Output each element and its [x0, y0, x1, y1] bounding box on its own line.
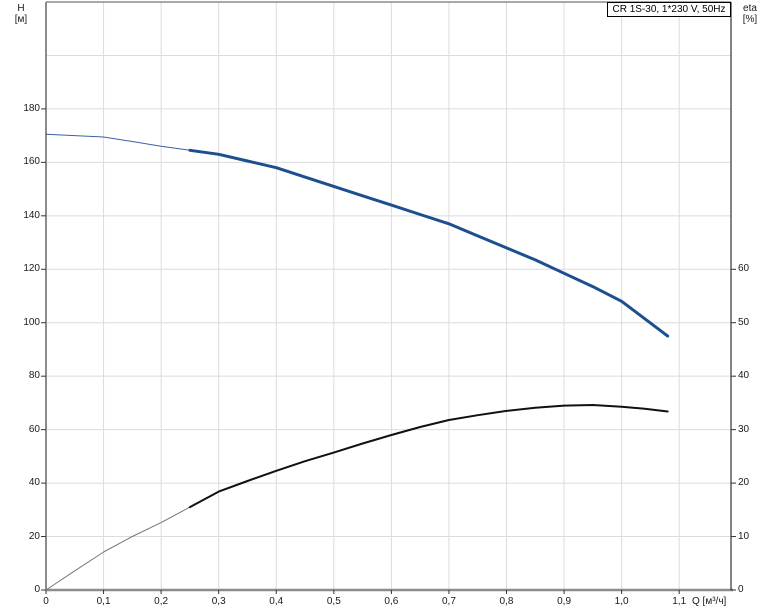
y-right-tick-label: 20 — [738, 477, 750, 489]
x-tick-label: 0,8 — [499, 596, 514, 607]
x-tick-label: 0,5 — [326, 596, 341, 607]
x-tick-label: 0,6 — [384, 596, 399, 607]
y-right-tick-label: 30 — [738, 423, 750, 435]
x-tick-label: 1,0 — [614, 596, 629, 607]
y-left-tick-label: 120 — [23, 263, 40, 275]
right-axis-unit: [%] — [742, 14, 758, 25]
y-right-tick-label: 50 — [738, 316, 750, 328]
y-right-tick-label: 0 — [738, 584, 744, 595]
x-axis-title: Q [м³/ч] — [692, 596, 727, 607]
x-tick-label: 0,1 — [96, 596, 111, 607]
head-curve — [188, 148, 670, 338]
y-right-tick-label: 40 — [738, 370, 750, 382]
y-left-tick-label: 80 — [28, 370, 40, 382]
y-right-tick-label: 60 — [738, 263, 750, 275]
y-left-tick-label: 20 — [28, 530, 40, 542]
y-left-tick-label: 40 — [28, 477, 40, 489]
x-tick-label: 0,2 — [154, 596, 169, 607]
x-tick-label: 0,7 — [441, 596, 456, 607]
x-tick-label: 0 — [43, 596, 49, 607]
y-left-tick-label: 160 — [23, 156, 40, 168]
x-tick-label: 1,1 — [672, 596, 687, 607]
head-curve-thin — [45, 133, 191, 151]
right-axis-title: eta — [743, 3, 757, 14]
y-left-tick-label: 180 — [23, 102, 40, 114]
x-tick-label: 0,9 — [557, 596, 572, 607]
left-axis-unit: [м] — [14, 14, 28, 25]
y-left-tick-label: 100 — [23, 316, 40, 328]
y-left-tick-label: 0 — [34, 584, 40, 595]
x-tick-label: 0,3 — [211, 596, 226, 607]
x-tick-label: 0,4 — [269, 596, 284, 607]
y-left-tick-label: 140 — [23, 209, 40, 221]
left-axis-title: H — [17, 3, 25, 14]
pump-model-badge: CR 1S-30, 1*230 V, 50Hz — [607, 2, 731, 17]
efficiency-curve — [188, 404, 669, 509]
y-right-tick-label: 10 — [738, 530, 750, 542]
y-left-tick-label: 60 — [28, 423, 40, 435]
